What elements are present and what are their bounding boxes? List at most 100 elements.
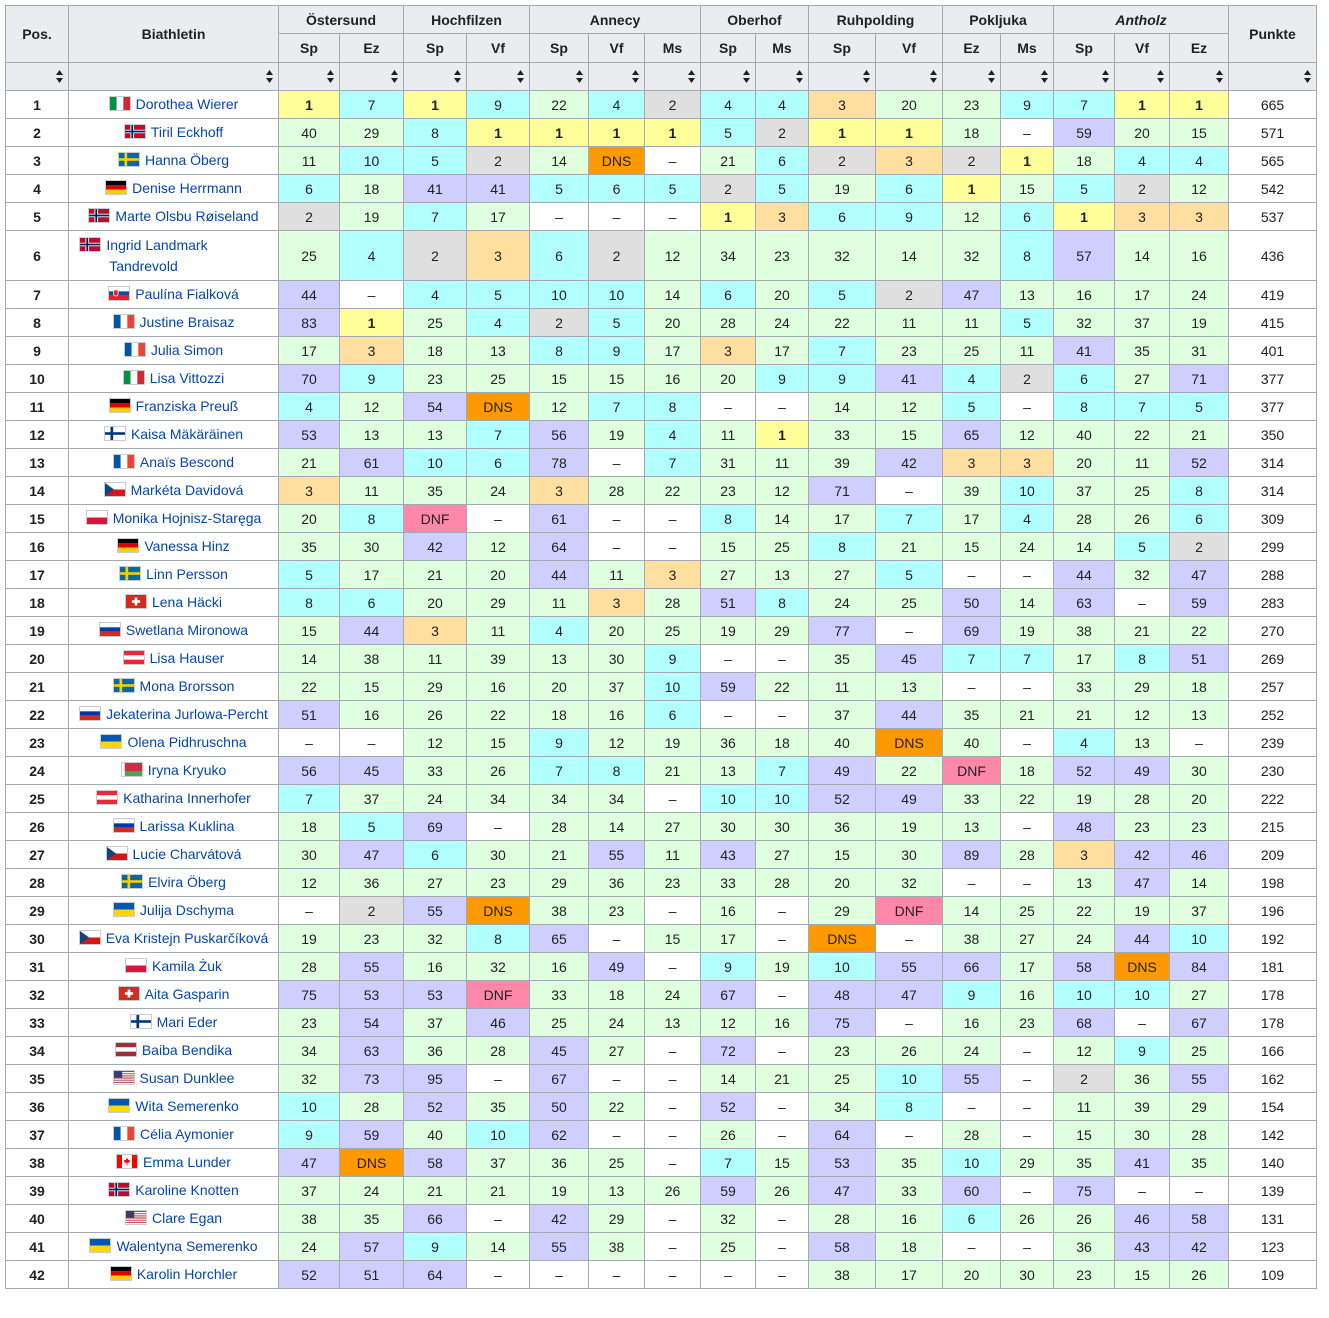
sort-button-wrap[interactable]: [280, 64, 339, 90]
athlete-name-link[interactable]: Olena Pidhruschna: [127, 734, 247, 750]
athlete-name-link[interactable]: Ingrid Landmark Tandrevold: [106, 236, 208, 274]
sort-button[interactable]: [68, 62, 279, 91]
sort-button[interactable]: [1000, 62, 1054, 91]
athlete-name-link[interactable]: Denise Herrmann: [132, 180, 242, 196]
sort-button[interactable]: [529, 62, 589, 91]
athlete-name-link[interactable]: Vanessa Hinz: [144, 538, 230, 554]
athlete-name-link[interactable]: Emma Lunder: [143, 1154, 231, 1170]
athlete-name-link[interactable]: Susan Dunklee: [139, 1070, 235, 1086]
sort-button-wrap[interactable]: [1002, 64, 1053, 90]
sort-button[interactable]: [1114, 62, 1170, 91]
sort-button[interactable]: [942, 62, 1001, 91]
athlete-name-link[interactable]: Clare Egan: [151, 1210, 223, 1226]
athlete-name-link[interactable]: Lisa Vittozzi: [149, 370, 225, 386]
athlete-name-link[interactable]: Baiba Bendika: [141, 1042, 233, 1058]
sort-button[interactable]: [1169, 62, 1229, 91]
athlete-name-link[interactable]: Marte Olsbu Røiseland: [115, 208, 259, 224]
sort-button-wrap[interactable]: [1171, 64, 1228, 90]
athlete-name-link[interactable]: Hanna Öberg: [144, 152, 230, 168]
athlete-name-link[interactable]: Eva Kristejn Puskarčíková: [105, 930, 269, 946]
sort-arrows-icon[interactable]: [688, 70, 695, 83]
athlete-name-link[interactable]: Karoline Knotten: [135, 1182, 239, 1198]
athlete-name-link[interactable]: Dorothea Wierer: [135, 96, 239, 112]
sort-button[interactable]: [644, 62, 701, 91]
sort-arrows-icon[interactable]: [1157, 70, 1164, 83]
sort-button[interactable]: [808, 62, 876, 91]
sort-arrows-icon[interactable]: [1102, 70, 1109, 83]
athlete-name-link[interactable]: Julia Simon: [150, 342, 224, 358]
athlete-name-link[interactable]: Katharina Innerhofer: [123, 790, 251, 806]
sort-button[interactable]: [700, 62, 756, 91]
athlete-name-link[interactable]: Walentyna Semerenko: [116, 1238, 258, 1254]
athlete-name-link[interactable]: Jekaterina Jurlowa-Percht: [106, 706, 268, 722]
sort-arrows-icon[interactable]: [930, 70, 937, 83]
athlete-name-link[interactable]: Karolin Horchler: [136, 1266, 238, 1282]
athlete-name-link[interactable]: Iryna Kryuko: [147, 762, 227, 778]
sort-arrows-icon[interactable]: [632, 70, 639, 83]
athlete-name-link[interactable]: Kaisa Mäkäräinen: [130, 426, 244, 442]
sort-button[interactable]: [1053, 62, 1115, 91]
sort-button-wrap[interactable]: [341, 64, 403, 90]
sort-arrows-icon[interactable]: [863, 70, 870, 83]
athlete-name-link[interactable]: Lisa Hauser: [149, 650, 225, 666]
athlete-name-link[interactable]: Monika Hojnisz-Staręga: [112, 510, 262, 526]
sort-button[interactable]: [339, 62, 404, 91]
athlete-name-link[interactable]: Swetlana Mironowa: [125, 622, 249, 638]
athlete-name-link[interactable]: Kamila Żuk: [151, 958, 223, 974]
athlete-name-link[interactable]: Elvira Öberg: [148, 874, 226, 890]
sort-button[interactable]: [875, 62, 943, 91]
sort-button[interactable]: [278, 62, 340, 91]
athlete-name-link[interactable]: Larissa Kuklina: [139, 818, 235, 834]
sort-button-wrap[interactable]: [877, 64, 942, 90]
sort-button-wrap[interactable]: [810, 64, 875, 90]
sort-arrows-icon[interactable]: [988, 70, 995, 83]
athlete-name-link[interactable]: Tiril Eckhoff: [150, 124, 224, 140]
athlete-name-link[interactable]: Mona Brorsson: [139, 678, 235, 694]
sort-arrows-icon[interactable]: [266, 70, 273, 83]
sort-button-wrap[interactable]: [757, 64, 808, 90]
athlete-name-link[interactable]: Aita Gasparin: [144, 986, 230, 1002]
athlete-name-link[interactable]: Anaïs Bescond: [139, 454, 235, 470]
athlete-name-link[interactable]: Lena Häcki: [151, 594, 223, 610]
sort-button-wrap[interactable]: [590, 64, 644, 90]
sort-button-wrap[interactable]: [531, 64, 588, 90]
sort-button-wrap[interactable]: [702, 64, 755, 90]
sort-button-wrap[interactable]: [405, 64, 466, 90]
sort-button[interactable]: [1228, 62, 1317, 91]
sort-arrows-icon[interactable]: [454, 70, 461, 83]
athlete-name-link[interactable]: Justine Braisaz: [139, 314, 235, 330]
sort-button-wrap[interactable]: [944, 64, 1000, 90]
sort-arrows-icon[interactable]: [56, 70, 63, 83]
sort-button-wrap[interactable]: [1116, 64, 1169, 90]
athlete-name-link[interactable]: Célia Aymonier: [140, 1126, 234, 1142]
athlete-name-link[interactable]: Markéta Davidová: [130, 482, 244, 498]
sort-button[interactable]: [755, 62, 809, 91]
sort-button-wrap[interactable]: [70, 64, 278, 90]
sort-arrows-icon[interactable]: [743, 70, 750, 83]
sort-button[interactable]: [403, 62, 467, 91]
sort-arrows-icon[interactable]: [517, 70, 524, 83]
sort-arrows-icon[interactable]: [796, 70, 803, 83]
sort-button-wrap[interactable]: [646, 64, 700, 90]
sort-button[interactable]: [466, 62, 530, 91]
athlete-name-link[interactable]: Mari Eder: [156, 1014, 218, 1030]
sort-button-wrap[interactable]: [1055, 64, 1114, 90]
sort-button[interactable]: [5, 62, 69, 91]
sort-arrows-icon[interactable]: [327, 70, 334, 83]
athlete-name-link[interactable]: Julija Dschyma: [139, 902, 235, 918]
sort-arrows-icon[interactable]: [391, 70, 398, 83]
athlete-name-link[interactable]: Franziska Preuß: [135, 398, 239, 414]
athlete-name-link[interactable]: Lucie Charvátová: [132, 846, 242, 862]
sort-button-wrap[interactable]: [1230, 64, 1316, 90]
table-row: 3 Hanna Öberg 11 10 5 2 14 DNS –21 6 2 3 2 1 18 4 4 565: [5, 146, 1317, 175]
sort-arrows-icon[interactable]: [1304, 70, 1311, 83]
sort-arrows-icon[interactable]: [576, 70, 583, 83]
athlete-name-link[interactable]: Paulína Fialková: [135, 286, 239, 302]
sort-button[interactable]: [588, 62, 645, 91]
sort-arrows-icon[interactable]: [1216, 70, 1223, 83]
sort-button-wrap[interactable]: [468, 64, 529, 90]
athlete-name-link[interactable]: Wita Semerenko: [135, 1098, 239, 1114]
sort-button-wrap[interactable]: [7, 64, 68, 90]
athlete-name-link[interactable]: Linn Persson: [146, 566, 228, 582]
sort-arrows-icon[interactable]: [1041, 70, 1048, 83]
